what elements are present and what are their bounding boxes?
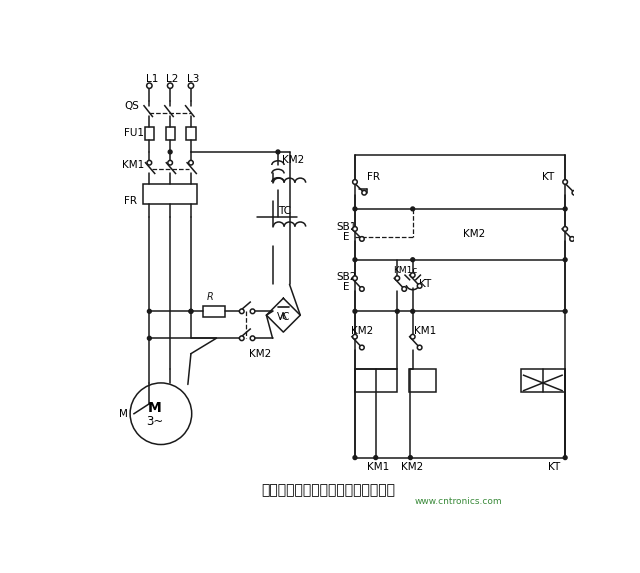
Text: KM1c: KM1c [394, 266, 418, 275]
Circle shape [276, 150, 280, 154]
Circle shape [572, 190, 577, 195]
Text: M: M [118, 409, 127, 419]
Circle shape [353, 309, 357, 313]
Bar [143, 185, 197, 205]
Circle shape [250, 309, 255, 313]
Circle shape [239, 309, 244, 313]
Circle shape [360, 237, 364, 241]
Bar [204, 306, 225, 317]
Circle shape [168, 150, 172, 154]
Circle shape [239, 336, 244, 340]
Text: L3: L3 [187, 74, 200, 84]
Circle shape [395, 276, 399, 281]
Text: FU1: FU1 [124, 128, 144, 139]
Bar [520, 369, 565, 392]
Circle shape [360, 286, 364, 291]
Text: www.cntronics.com: www.cntronics.com [415, 497, 502, 506]
Text: KM2: KM2 [351, 325, 373, 336]
Text: KT: KT [542, 171, 554, 182]
Circle shape [250, 336, 255, 340]
Circle shape [147, 83, 152, 88]
Circle shape [362, 190, 367, 195]
Circle shape [402, 286, 406, 291]
Text: FR: FR [367, 171, 380, 182]
Circle shape [563, 456, 567, 460]
Circle shape [147, 309, 151, 313]
Text: TC: TC [278, 206, 291, 216]
Circle shape [189, 309, 193, 313]
Text: SB1: SB1 [337, 222, 357, 231]
Text: E: E [344, 231, 350, 242]
Text: KM2: KM2 [250, 348, 272, 359]
Circle shape [353, 207, 357, 211]
Text: VC: VC [277, 312, 291, 323]
Circle shape [417, 284, 422, 288]
Circle shape [563, 180, 568, 185]
Bar [355, 369, 397, 392]
Circle shape [353, 456, 357, 460]
Circle shape [353, 226, 357, 231]
Text: SB2: SB2 [337, 272, 357, 282]
Text: KM2: KM2 [282, 155, 304, 164]
Text: L1: L1 [145, 74, 158, 84]
Circle shape [188, 83, 194, 88]
Text: L2: L2 [166, 74, 179, 84]
Circle shape [147, 336, 151, 340]
Text: KM2: KM2 [463, 229, 485, 240]
Text: 以时间原则控制的单向能耗制动线路: 以时间原则控制的单向能耗制动线路 [261, 483, 395, 497]
Bar [145, 127, 154, 140]
Text: QS: QS [124, 101, 139, 111]
Circle shape [168, 160, 172, 165]
Text: KM1: KM1 [122, 160, 144, 170]
Circle shape [189, 160, 193, 165]
Circle shape [411, 309, 415, 313]
Circle shape [353, 180, 357, 185]
Text: KM1: KM1 [414, 325, 436, 336]
Text: KM2: KM2 [401, 462, 424, 472]
Circle shape [353, 258, 357, 262]
Text: KT: KT [548, 462, 561, 472]
Circle shape [563, 258, 567, 262]
Circle shape [417, 345, 422, 350]
Text: R: R [207, 292, 214, 302]
Circle shape [353, 335, 357, 339]
Circle shape [570, 237, 575, 241]
Circle shape [410, 335, 415, 339]
Circle shape [563, 226, 568, 231]
Circle shape [563, 309, 567, 313]
Circle shape [408, 456, 412, 460]
Circle shape [168, 83, 173, 88]
Circle shape [189, 309, 193, 313]
Circle shape [563, 207, 567, 211]
Text: FR: FR [124, 196, 137, 206]
Circle shape [353, 276, 357, 281]
Circle shape [130, 383, 192, 445]
Text: KM1: KM1 [367, 462, 388, 472]
Text: KT: KT [419, 280, 431, 289]
Text: M: M [148, 401, 162, 414]
Circle shape [396, 309, 399, 313]
Circle shape [411, 207, 415, 211]
Bar [186, 127, 196, 140]
Circle shape [147, 160, 152, 165]
Circle shape [410, 273, 415, 277]
Text: E: E [344, 282, 350, 292]
Circle shape [360, 345, 364, 350]
Bar [409, 369, 436, 392]
Bar [166, 127, 175, 140]
Circle shape [411, 258, 415, 262]
Circle shape [374, 456, 378, 460]
Text: 3~: 3~ [146, 415, 163, 428]
